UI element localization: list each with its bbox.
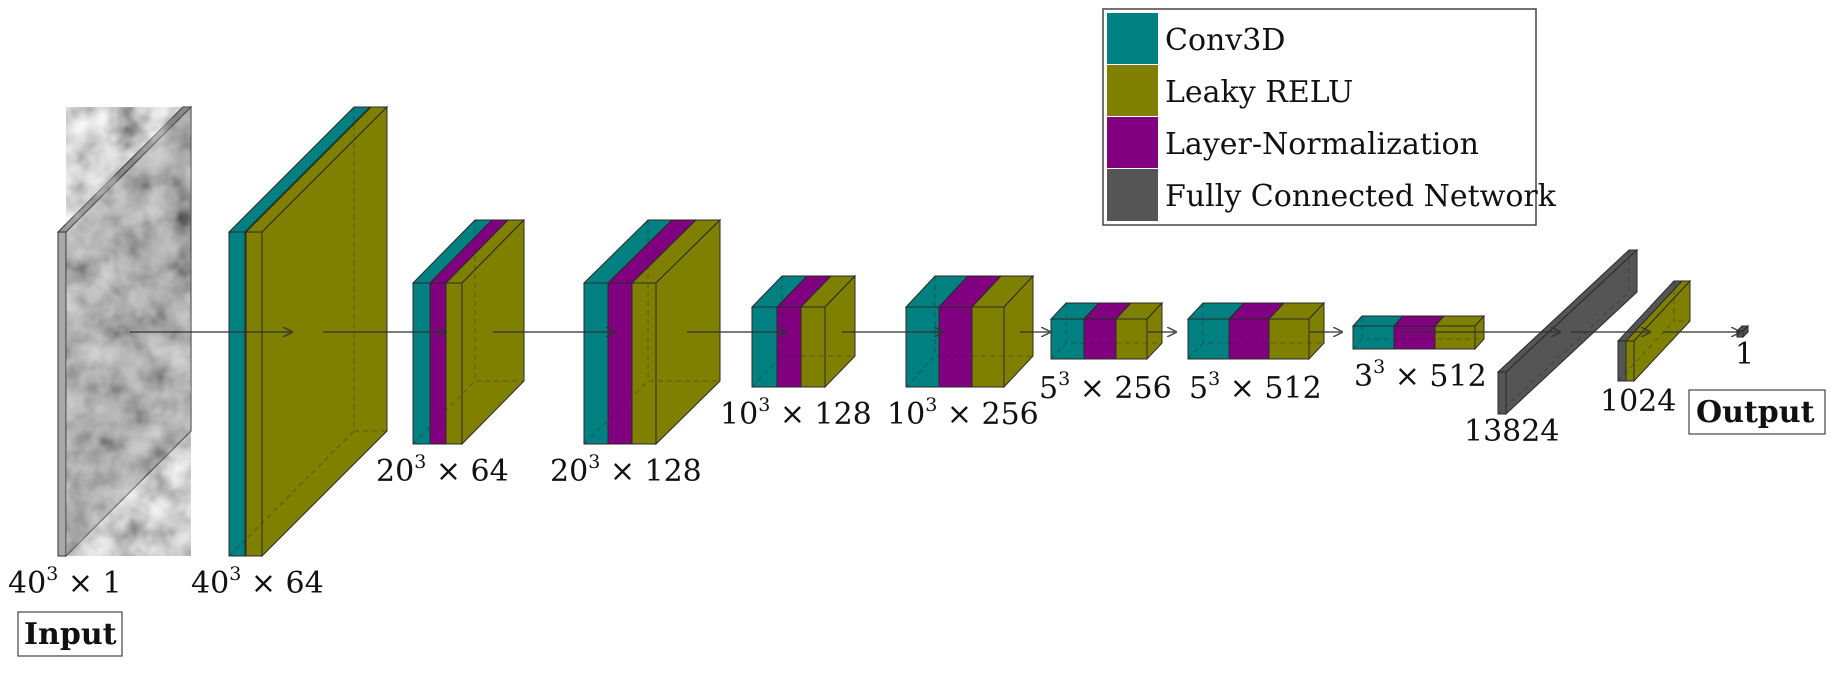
- block-5-256-slab-2-front: [1115, 318, 1148, 360]
- block-5-256-slab-0-front: [1050, 318, 1085, 360]
- fc-1024: [1616, 279, 1692, 383]
- block-10-128-side: [824, 274, 856, 389]
- block-3-512-slab-1-front: [1393, 325, 1436, 350]
- block-10-128-hidden-edges: [751, 276, 855, 388]
- block-20-128: [582, 218, 722, 446]
- block-10-256: [904, 274, 1035, 389]
- legend-swatch-leaky-relu: [1107, 65, 1158, 116]
- block-3-512-slab-0-front: [1352, 325, 1395, 350]
- input-volume-texture: [66, 107, 191, 556]
- fc-1024-hidden-edges: [1617, 281, 1690, 382]
- fc-1024-slab-1-front: [1625, 340, 1635, 382]
- output-caption-text: Output: [1696, 395, 1815, 430]
- legend-frame: [1102, 8, 1537, 226]
- block-20-128-hidden-edges: [583, 220, 720, 445]
- block-5-512: [1186, 301, 1326, 361]
- label-block8: 33 × 512: [1354, 356, 1487, 394]
- block-3-512: [1351, 314, 1486, 351]
- block-5-256: [1049, 301, 1164, 361]
- legend-swatch-conv3d: [1107, 13, 1158, 64]
- legend-label-layer-norm: Layer-Normalization: [1165, 127, 1479, 162]
- label-block5: 103 × 256: [887, 394, 1039, 432]
- label-block1: 403 × 64: [191, 563, 324, 601]
- label-output: 1: [1735, 337, 1754, 372]
- block-3-512-slab-2-front: [1434, 325, 1476, 350]
- block-20-64-slab-2-front: [445, 282, 463, 445]
- fc-13824-hidden-edges: [1497, 250, 1637, 415]
- block-5-256-slab-1-front: [1083, 318, 1117, 360]
- legend: Conv3D Leaky RELU Layer-Normalization Fu…: [1102, 8, 1557, 226]
- label-block4: 103 × 128: [720, 394, 872, 432]
- block-40-64-hidden-edges: [228, 107, 387, 557]
- output-caption-frame: [1688, 389, 1826, 435]
- block-20-128-slab-1-front: [607, 282, 633, 445]
- block-20-128-slab-2-front: [631, 282, 657, 445]
- input-volume-front: [57, 231, 67, 557]
- label-fc1: 13824: [1464, 414, 1559, 449]
- block-5-256-hidden-edges: [1050, 303, 1162, 360]
- label-fc2: 1024: [1600, 384, 1676, 419]
- legend-swatch-layer-norm: [1107, 117, 1158, 168]
- fc-1024-slab-0-front: [1617, 340, 1627, 382]
- block-5-512-side: [1308, 301, 1325, 361]
- input-caption: Input: [17, 611, 123, 657]
- input-caption-text: Input: [24, 617, 117, 652]
- block-10-256-slab-1-front: [938, 306, 973, 388]
- block-40-64-slab-0-front: [228, 231, 246, 557]
- block-20-64-hidden-edges: [412, 220, 524, 445]
- label-block7: 53 × 512: [1189, 368, 1322, 406]
- block-10-128-slab-2-front: [800, 306, 826, 388]
- block-10-256-side: [1003, 274, 1034, 389]
- block-20-64-slab-0-front: [412, 282, 431, 445]
- block-10-256-hidden-edges: [905, 276, 1033, 388]
- block-20-128-slab-0-front: [583, 282, 609, 445]
- block-10-256-slab-2-front: [971, 306, 1005, 388]
- input-volume: [56, 105, 193, 558]
- block-10-128-slab-0-front: [751, 306, 778, 388]
- legend-swatch-fully-connected: [1107, 169, 1158, 221]
- legend-label-leaky-relu: Leaky RELU: [1165, 75, 1353, 110]
- block-40-64-slab-2-front: [245, 231, 263, 557]
- label-block6: 53 × 256: [1039, 368, 1172, 406]
- block-20-64-slab-1-front: [429, 282, 447, 445]
- label-input: 403 × 1: [8, 563, 122, 601]
- block-10-256-slab-0-front: [905, 306, 940, 388]
- legend-label-conv3d: Conv3D: [1165, 23, 1285, 58]
- legend-label-fully-connected: Fully Connected Network: [1165, 179, 1557, 214]
- label-block3: 203 × 128: [550, 451, 702, 489]
- label-block2: 203 × 64: [376, 451, 509, 489]
- block-5-512-slab-1-front: [1228, 318, 1270, 360]
- block-3-512-hidden-edges: [1352, 316, 1484, 350]
- block-5-512-hidden-edges: [1187, 303, 1324, 360]
- input-caption-frame: [17, 611, 123, 657]
- dimension-labels: 403 × 1 403 × 64 203 × 64 203 × 128 103 …: [8, 337, 1754, 601]
- output-caption: Output: [1688, 389, 1826, 435]
- block-10-128-slab-1-front: [776, 306, 802, 388]
- block-5-512-slab-2-front: [1268, 318, 1310, 360]
- block-5-512-slab-0-front: [1187, 318, 1230, 360]
